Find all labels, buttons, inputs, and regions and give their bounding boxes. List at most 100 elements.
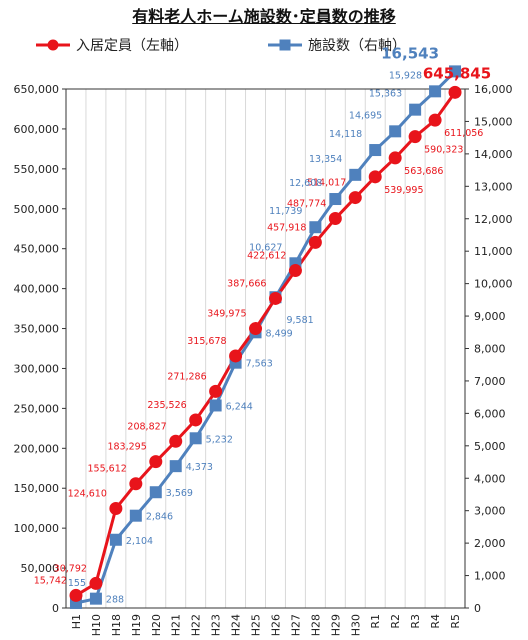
right-axis-tick-label: 11,000 [474,245,513,258]
capacity-data-label: 271,286 [167,371,206,382]
facilities-point-marker [149,486,162,499]
capacity-data-label: 315,678 [187,336,226,347]
capacity-point-marker [308,235,322,249]
capacity-data-label: 487,774 [287,199,326,210]
right-axis-tick-label: 12,000 [474,213,513,226]
left-axis-tick-label: 500,000 [14,203,60,216]
left-axis-tick-label: 350,000 [14,323,60,336]
facilities-point-marker [429,85,442,98]
right-axis-tick-label: 0 [474,602,481,615]
x-axis-tick-label: H28 [309,614,322,636]
facilities-data-label: 11,739 [269,206,302,217]
x-axis-tick-label: R5 [449,614,462,629]
facilities-data-label: 2,846 [146,512,173,523]
right-axis-tick-label: 13,000 [474,180,513,193]
x-axis-tick-label: H10 [90,614,103,636]
facilities-data-label: 15,928 [389,70,422,81]
x-axis-tick-label: H22 [190,614,203,636]
facilities-data-label: 288 [106,595,124,606]
facilities-data-label: 2,104 [126,536,153,547]
facilities-data-label: 8,499 [266,328,293,339]
capacity-point-marker [229,349,243,363]
x-axis-tick-label: H26 [269,614,282,636]
left-axis-tick-label: 400,000 [14,283,60,296]
left-axis-tick-label: 200,000 [14,442,60,455]
facilities-point-marker [409,103,422,116]
facilities-point-marker [209,399,222,412]
legend-marker-red-circle [36,39,70,51]
x-axis-tick-label: H27 [289,614,302,636]
capacity-data-label: 349,975 [207,309,246,320]
capacity-point-marker [328,212,342,226]
left-axis-tick-label: 0 [52,602,59,615]
capacity-data-label: 30,792 [54,563,87,574]
capacity-data-label: 457,918 [267,222,306,233]
right-axis-tick-label: 14,000 [474,148,513,161]
x-axis-tick-label: R4 [429,614,442,629]
capacity-data-label: 235,526 [147,400,186,411]
capacity-point-marker [69,588,83,602]
capacity-data-label: 183,295 [107,442,146,453]
facilities-data-label: 5,232 [206,434,233,445]
facilities-data-label: 6,244 [226,401,253,412]
left-axis-tick-label: 300,000 [14,362,60,375]
facilities-point-marker [389,125,402,138]
facilities-point-marker [309,221,322,234]
capacity-point-marker [428,113,442,127]
legend-item-facilities: 施設数（右軸） [268,35,406,55]
right-axis-tick-label: 2,000 [474,537,506,550]
capacity-data-label: 539,995 [384,185,423,196]
capacity-point-marker [268,291,282,305]
facilities-data-label: 3,569 [166,488,193,499]
facilities-point-marker [189,432,202,445]
x-axis-tick-label: H1 [70,614,83,629]
facilities-data-label: 10,627 [249,242,282,253]
capacity-point-marker [388,151,402,165]
facilities-point-marker [169,460,182,473]
right-axis-tick-label: 4,000 [474,472,506,485]
facilities-point-marker [369,144,382,157]
left-axis-tick-label: 250,000 [14,402,60,415]
capacity-point-marker [288,264,302,278]
capacity-point-marker [169,434,183,448]
facilities-point-marker [349,168,362,181]
capacity-data-label: 124,610 [68,489,107,500]
left-axis-tick-label: 100,000 [14,522,60,535]
facilities-data-label: 14,695 [349,110,382,121]
capacity-point-marker [209,384,223,398]
capacity-data-label: 514,017 [307,178,346,189]
x-axis-tick-label: H24 [230,614,243,636]
x-axis-tick-label: H21 [170,614,183,636]
facilities-data-label: 12,608 [289,178,322,189]
capacity-point-marker [408,130,422,144]
capacity-point-marker [249,322,263,336]
right-axis-tick-label: 16,000 [474,83,513,96]
x-axis-tick-label: H30 [349,614,362,636]
right-axis-tick-label: 7,000 [474,375,506,388]
capacity-point-marker [149,455,163,469]
right-axis-tick-label: 9,000 [474,310,506,323]
capacity-data-label: 422,612 [247,251,286,262]
left-axis-tick-label: 150,000 [14,482,60,495]
facilities-data-label-latest: 16,543 [381,44,439,62]
left-axis-tick-label: 550,000 [14,163,60,176]
facilities-data-label: 15,363 [369,89,402,100]
chart-title: 有料老人ホーム施設数･定員数の推移 [132,7,396,26]
x-axis-tick-label: H19 [130,614,143,636]
right-axis-tick-label: 8,000 [474,343,506,356]
x-axis-tick-label: H25 [250,614,263,636]
capacity-data-label: 208,827 [127,421,166,432]
capacity-point-marker [368,170,382,184]
capacity-data-label: 563,686 [404,166,443,177]
facilities-data-label: 155 [68,578,86,589]
capacity-data-label: 155,612 [88,464,127,475]
facilities-point-marker [89,592,102,605]
facilities-data-label: 7,563 [246,359,273,370]
facilities-data-label: 13,354 [309,154,342,165]
x-axis-tick-label: H18 [110,614,123,636]
capacity-data-label: 590,323 [424,145,463,156]
x-axis-tick-label: R2 [389,614,402,629]
capacity-point-marker [109,502,123,516]
capacity-point-marker [448,85,462,99]
